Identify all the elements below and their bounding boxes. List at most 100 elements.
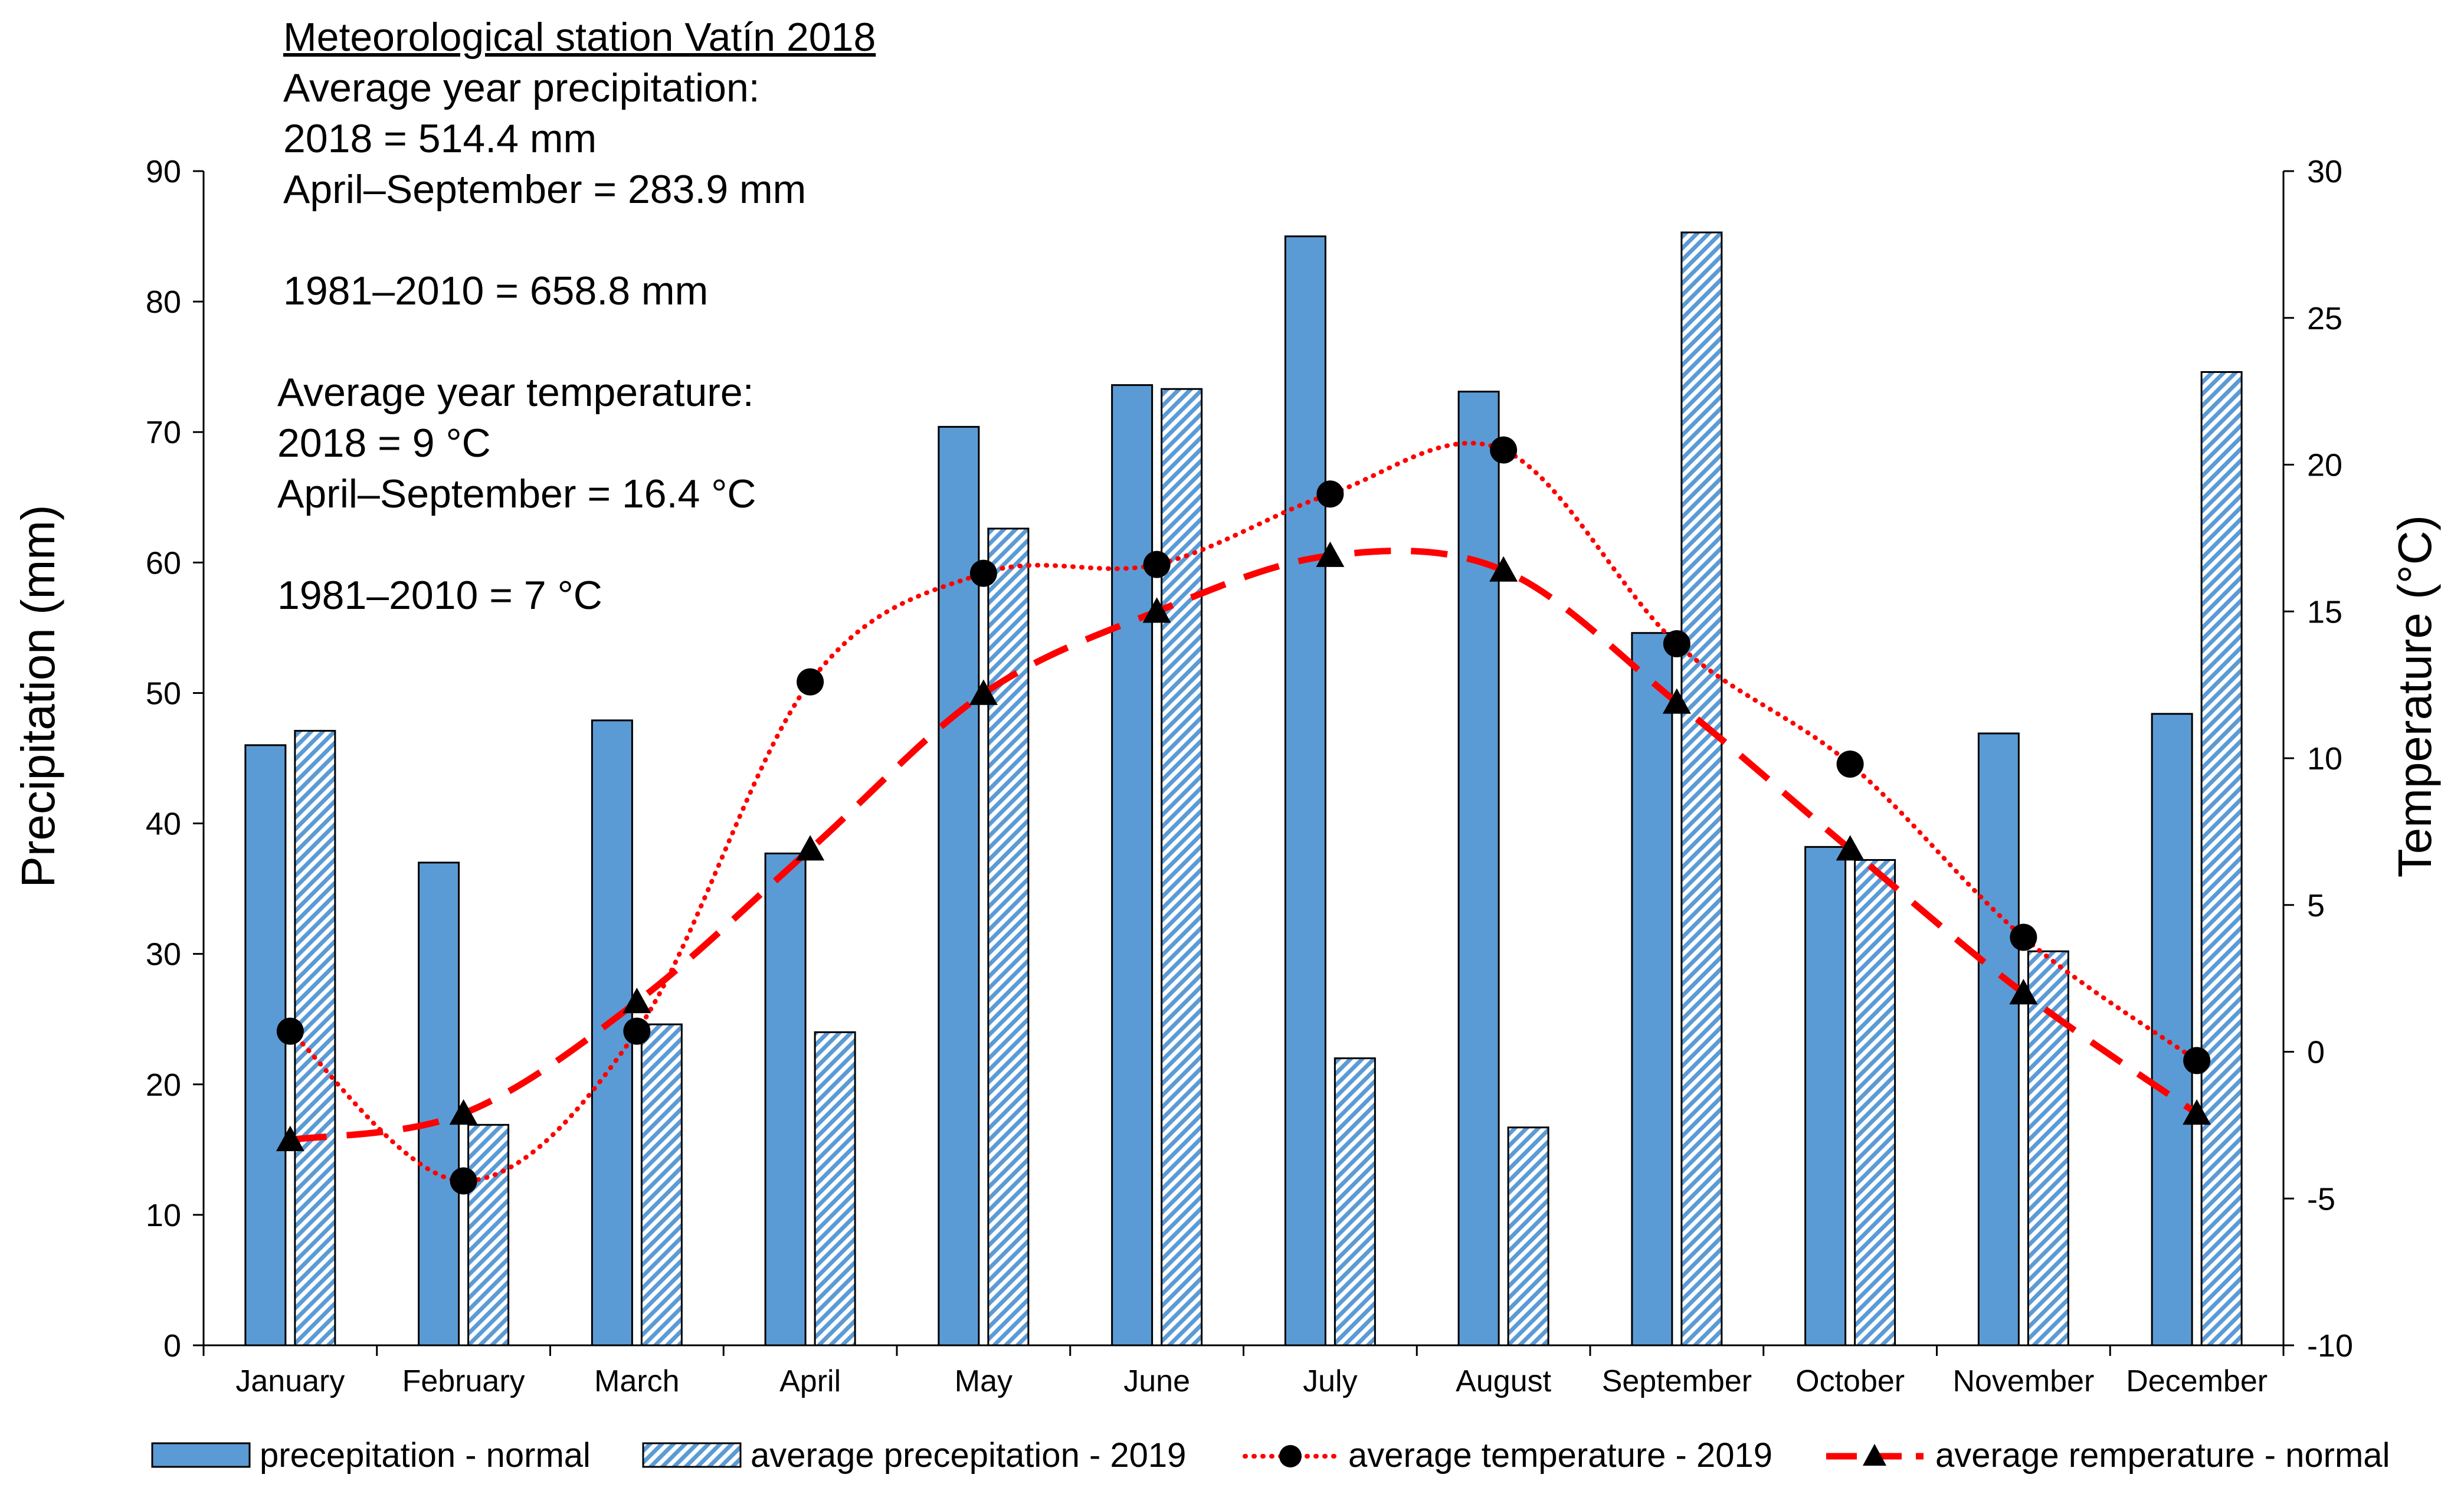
precip-2018: 2018 = 514.4 mm bbox=[283, 116, 597, 161]
bar-precipitation-normal bbox=[1111, 384, 1154, 1346]
x-tick-label: June bbox=[1123, 1364, 1190, 1398]
legend-label-temperature-2019: average temperature - 2019 bbox=[1348, 1436, 1772, 1475]
marker-temperature-normal bbox=[622, 987, 651, 1014]
bar-precipitation-normal bbox=[938, 425, 980, 1346]
x-tick-label: May bbox=[955, 1364, 1013, 1398]
marker-temperature-2019 bbox=[1143, 551, 1171, 578]
marker-temperature-2019 bbox=[1490, 436, 1518, 464]
y-tick-label: 30 bbox=[146, 937, 181, 972]
marker-temperature-2019 bbox=[450, 1167, 477, 1195]
legend-swatch-precipitation-2019 bbox=[642, 1442, 742, 1468]
temp-normal: 1981–2010 = 7 °C bbox=[277, 573, 602, 618]
bar-precipitation-normal bbox=[2151, 713, 2193, 1346]
y2-tick-label: -5 bbox=[2307, 1181, 2335, 1217]
marker-temperature-2019 bbox=[623, 1017, 651, 1045]
marker-temperature-normal bbox=[449, 1099, 478, 1125]
marker-temperature-2019 bbox=[1663, 630, 1690, 657]
legend-label-temperature-normal: average remperature - normal bbox=[1935, 1436, 2390, 1475]
bar-precipitation-normal bbox=[1631, 632, 1673, 1346]
bar-precipitation-normal bbox=[1284, 235, 1326, 1346]
x-tick-label: January bbox=[235, 1364, 345, 1398]
y-tick-label: 50 bbox=[146, 676, 181, 711]
bar-precipitation-normal bbox=[1804, 846, 1847, 1346]
x-tick-label: February bbox=[402, 1364, 525, 1398]
bar-precipitation-normal bbox=[764, 852, 807, 1346]
bar-precipitation-normal bbox=[418, 861, 460, 1346]
marker-temperature-2019 bbox=[1316, 480, 1344, 508]
x-tick-label: October bbox=[1795, 1364, 1905, 1398]
marker-temperature-normal bbox=[276, 1125, 304, 1151]
y-tick-label: 90 bbox=[146, 154, 181, 189]
marker-temperature-normal bbox=[1489, 556, 1518, 582]
bar-precipitation-normal bbox=[1977, 732, 2020, 1346]
line-temperature-2019 bbox=[287, 441, 2200, 1184]
y2-tick-label: 15 bbox=[2307, 594, 2342, 630]
bar-precipitation-2019 bbox=[1161, 388, 1203, 1346]
precip-normal: 1981–2010 = 658.8 mm bbox=[283, 268, 709, 313]
bar-precipitation-normal bbox=[244, 744, 287, 1346]
legend: precepitation - normal average precepitat… bbox=[151, 1436, 2390, 1475]
marker-temperature-normal bbox=[796, 835, 825, 861]
x-tick-label: December bbox=[2126, 1364, 2268, 1398]
x-tick-label: July bbox=[1303, 1364, 1357, 1398]
bar-precipitation-2019 bbox=[467, 1123, 510, 1346]
legend-marker-temperature-2019 bbox=[1279, 1445, 1302, 1467]
bar-precipitation-2019 bbox=[1507, 1126, 1549, 1346]
y2-tick-label: 5 bbox=[2307, 888, 2325, 923]
bar-precipitation-2019 bbox=[2200, 371, 2243, 1346]
line-temperature-normal bbox=[290, 548, 2199, 1144]
precip-april-september: April–September = 283.9 mm bbox=[283, 167, 807, 212]
bar-precipitation-2019 bbox=[640, 1023, 683, 1346]
station-title: Meteorological station Vatín 2018 bbox=[283, 15, 876, 60]
marker-temperature-2019 bbox=[969, 559, 997, 587]
legend-label-precipitation-2019: average precepitation - 2019 bbox=[751, 1436, 1186, 1475]
y-tick-label: 10 bbox=[146, 1198, 181, 1233]
marker-temperature-2019 bbox=[2010, 923, 2037, 951]
y-tick-label: 80 bbox=[146, 284, 181, 320]
y-tick-label: 40 bbox=[146, 807, 181, 842]
y-tick-label: 60 bbox=[146, 545, 181, 581]
x-tick-label: March bbox=[594, 1364, 679, 1398]
marker-temperature-2019 bbox=[2183, 1047, 2211, 1074]
precip-heading: Average year precipitation: bbox=[283, 65, 760, 110]
marker-temperature-normal bbox=[969, 679, 998, 705]
legend-marker-temperature-normal bbox=[1863, 1444, 1886, 1466]
x-tick-label: August bbox=[1456, 1364, 1551, 1398]
marker-temperature-normal bbox=[1662, 688, 1691, 714]
y-tick-label: 20 bbox=[146, 1067, 181, 1103]
legend-swatch-precipitation-normal bbox=[151, 1442, 251, 1468]
bar-precipitation-2019 bbox=[1333, 1057, 1376, 1346]
marker-temperature-normal bbox=[2183, 1099, 2211, 1125]
y2-tick-label: 30 bbox=[2307, 154, 2342, 189]
bar-precipitation-normal bbox=[1457, 391, 1500, 1346]
y2-axis-label: Temperature (°C) bbox=[2388, 515, 2441, 877]
y2-tick-label: -10 bbox=[2307, 1328, 2353, 1364]
marker-temperature-normal bbox=[1836, 835, 1865, 861]
bar-precipitation-2019 bbox=[2027, 950, 2069, 1346]
x-tick-label: September bbox=[1602, 1364, 1752, 1398]
bar-precipitation-2019 bbox=[1680, 231, 1723, 1346]
y2-tick-label: 0 bbox=[2307, 1035, 2325, 1070]
marker-temperature-2019 bbox=[276, 1017, 304, 1045]
temp-2018: 2018 = 9 °C bbox=[277, 421, 491, 466]
bar-precipitation-2019 bbox=[987, 528, 1030, 1346]
chart-annotations: Meteorological station Vatín 2018 Averag… bbox=[277, 12, 876, 621]
marker-temperature-2019 bbox=[797, 668, 824, 696]
bar-precipitation-2019 bbox=[1854, 859, 1896, 1346]
temp-heading: Average year temperature: bbox=[277, 370, 754, 415]
bar-precipitation-2019 bbox=[814, 1031, 856, 1346]
marker-temperature-normal bbox=[1316, 541, 1345, 567]
x-tick-label: November bbox=[1952, 1364, 2094, 1398]
legend-label-precipitation-normal: precepitation - normal bbox=[260, 1436, 591, 1475]
y2-tick-label: 20 bbox=[2307, 448, 2342, 483]
y2-tick-label: 10 bbox=[2307, 741, 2342, 777]
y-tick-label: 0 bbox=[163, 1328, 181, 1364]
x-tick-label: April bbox=[779, 1364, 841, 1398]
y2-tick-label: 25 bbox=[2307, 301, 2342, 336]
y-axis-label: Precipitation (mm) bbox=[12, 504, 64, 887]
temp-april-september: April–September = 16.4 °C bbox=[277, 471, 756, 516]
marker-temperature-normal bbox=[2009, 979, 2038, 1005]
marker-temperature-2019 bbox=[1836, 750, 1864, 778]
marker-temperature-normal bbox=[1142, 597, 1171, 623]
